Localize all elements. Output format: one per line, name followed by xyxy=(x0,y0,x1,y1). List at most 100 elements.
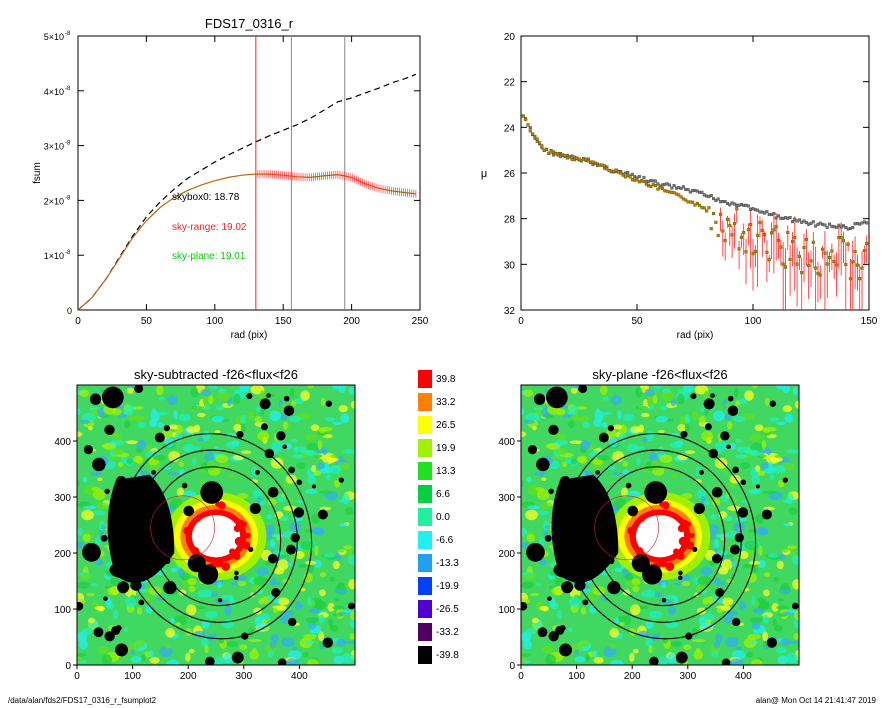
masked-star xyxy=(598,432,609,443)
noise-blob xyxy=(317,439,323,450)
noise-blob xyxy=(217,390,231,402)
noise-blob xyxy=(327,602,335,612)
masked-star xyxy=(732,466,739,474)
noise-blob xyxy=(268,594,274,602)
noise-blob xyxy=(314,559,322,569)
noise-blob xyxy=(521,655,526,663)
noise-blob xyxy=(209,592,219,597)
masked-star xyxy=(89,393,102,405)
noise-blob xyxy=(701,430,714,442)
noise-blob xyxy=(523,389,534,397)
noise-blob xyxy=(670,641,683,647)
masked-star xyxy=(727,395,734,402)
noise-blob xyxy=(271,440,285,451)
noise-blob xyxy=(165,628,176,638)
noise-blob xyxy=(145,604,153,614)
noise-blob xyxy=(82,533,91,543)
noise-blob xyxy=(333,479,341,488)
masked-star xyxy=(322,637,333,648)
noise-blob xyxy=(545,654,557,665)
noise-blob xyxy=(582,421,590,429)
noise-blob xyxy=(758,599,771,611)
noise-blob xyxy=(324,461,329,473)
noise-blob xyxy=(200,388,212,397)
noise-blob xyxy=(551,455,564,460)
masked-star xyxy=(92,457,106,472)
noise-blob xyxy=(715,633,723,643)
noise-blob xyxy=(759,638,764,645)
colorbar-swatch xyxy=(418,439,432,457)
noise-blob xyxy=(283,421,289,430)
noise-blob xyxy=(247,411,255,421)
noise-blob xyxy=(313,453,322,459)
noise-blob xyxy=(297,412,311,420)
data-point-sky-range xyxy=(790,240,794,244)
noise-blob xyxy=(138,421,146,429)
noise-blob xyxy=(132,455,142,463)
data-point-sky-range xyxy=(684,198,688,202)
data-point-sky-range xyxy=(830,249,834,253)
noise-blob xyxy=(294,600,302,611)
masked-star xyxy=(533,393,546,405)
data-point-sky-range xyxy=(605,167,609,171)
noise-blob xyxy=(311,513,321,524)
footer-timestamp: alan@ Mon Oct 14 21:41:47 2019 xyxy=(756,696,877,705)
x-tick-label: 200 xyxy=(624,671,641,682)
noise-blob xyxy=(126,386,134,394)
masked-star xyxy=(249,502,261,515)
noise-blob xyxy=(204,644,209,654)
noise-blob xyxy=(165,643,171,649)
noise-blob xyxy=(211,415,224,423)
noise-blob xyxy=(178,461,185,467)
noise-blob xyxy=(107,455,120,460)
masked-star xyxy=(255,469,260,475)
y-tick-label: 2×10 xyxy=(44,196,64,206)
noise-blob xyxy=(311,464,317,473)
data-point-sky-range xyxy=(765,250,769,254)
noise-blob xyxy=(787,640,799,645)
masked-star xyxy=(546,386,568,409)
noise-blob xyxy=(329,465,342,475)
noise-blob xyxy=(318,631,324,642)
masked-star xyxy=(163,581,177,595)
masked-star xyxy=(574,579,586,591)
noise-blob xyxy=(225,441,238,449)
data-point-sky-range xyxy=(524,118,528,122)
noise-blob xyxy=(280,403,286,408)
noise-blob xyxy=(661,390,675,402)
noise-blob xyxy=(348,579,355,590)
noise-blob xyxy=(733,521,746,533)
noise-blob xyxy=(648,610,662,619)
noise-blob xyxy=(773,624,783,632)
data-point-skybox xyxy=(837,223,841,227)
noise-blob xyxy=(328,618,333,627)
data-point-skybox xyxy=(772,212,776,216)
data-point-sky-range xyxy=(730,233,734,237)
data-point-skybox xyxy=(814,224,818,228)
noise-blob xyxy=(629,652,635,662)
noise-blob xyxy=(579,639,590,648)
noise-blob xyxy=(617,409,622,420)
noise-blob xyxy=(535,583,542,587)
masked-star xyxy=(720,431,730,441)
noise-blob xyxy=(349,610,355,621)
data-point-sky-range xyxy=(786,230,790,235)
noise-blob xyxy=(280,636,295,648)
y-tick-label: 0 xyxy=(65,661,71,672)
noise-blob xyxy=(692,627,699,637)
data-point-sky-range xyxy=(654,183,658,188)
y-tick-label: 0 xyxy=(67,306,72,316)
noise-blob xyxy=(291,439,298,443)
noise-blob xyxy=(681,580,691,587)
noise-blob xyxy=(536,489,550,501)
noise-blob xyxy=(721,597,734,606)
data-point-skybox xyxy=(788,215,792,219)
data-point-sky-range xyxy=(839,235,843,240)
data-point-skybox xyxy=(630,172,634,176)
noise-blob xyxy=(305,617,320,624)
noise-blob xyxy=(314,599,327,611)
masked-star xyxy=(317,509,328,520)
noise-blob xyxy=(336,638,346,647)
data-point-sky-range xyxy=(751,252,755,256)
noise-blob xyxy=(272,533,285,538)
